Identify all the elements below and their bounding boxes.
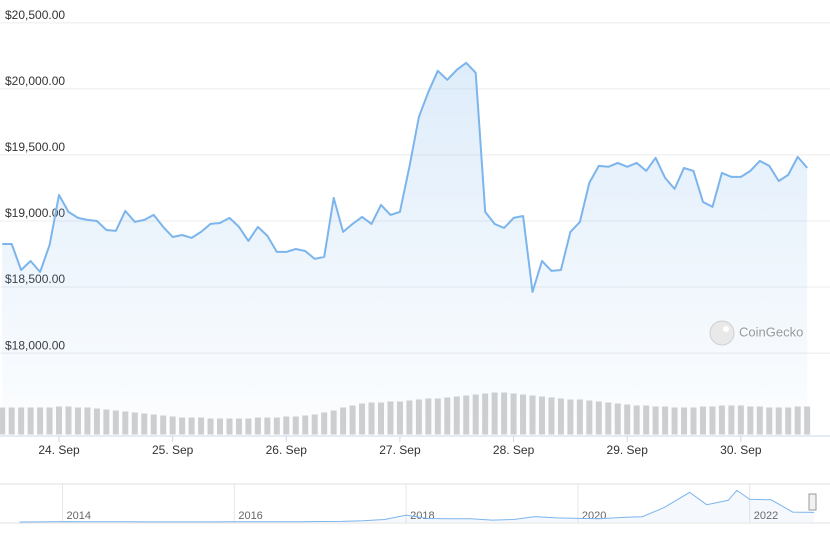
y-tick-label: $20,000.00	[5, 74, 65, 88]
watermark: CoinGecko	[709, 320, 803, 346]
x-tick-label: 26. Sep	[266, 443, 308, 457]
navigator-handle[interactable]	[808, 493, 817, 511]
x-tick-label: 24. Sep	[38, 443, 80, 457]
navigator-line	[19, 489, 815, 523]
navigator-tick-label: 2016	[238, 510, 262, 522]
navigator-tick-label: 2014	[67, 510, 91, 522]
x-tick-label: 30. Sep	[720, 443, 762, 457]
price-line	[2, 61, 808, 293]
y-tick-label: $19,000.00	[5, 206, 65, 220]
y-tick-label: $19,500.00	[5, 140, 65, 154]
x-tick-label: 28. Sep	[493, 443, 535, 457]
main-plot: $18,000.00$18,500.00$19,000.00$19,500.00…	[0, 8, 830, 457]
watermark-eye	[723, 326, 729, 332]
x-tick-label: 25. Sep	[152, 443, 194, 457]
x-tick-label: 29. Sep	[607, 443, 649, 457]
watermark-text: CoinGecko	[739, 324, 803, 339]
watermark-icon	[709, 320, 735, 346]
y-tick-label: $20,500.00	[5, 8, 65, 22]
navigator: 2014 2016 2018 2020 2022	[19, 484, 815, 523]
area	[2, 62, 808, 436]
navigator-tick-label: 2022	[754, 510, 778, 522]
x-tick-label: 27. Sep	[379, 443, 421, 457]
